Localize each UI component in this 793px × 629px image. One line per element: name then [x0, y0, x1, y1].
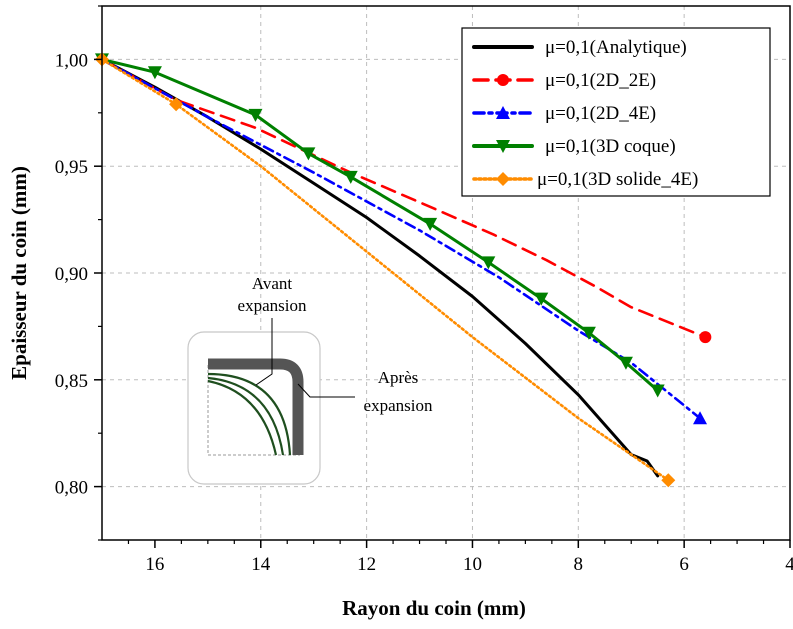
data-point [534, 292, 549, 306]
inset-profile-before [208, 358, 304, 455]
x-axis-title: Rayon du coin (mm) [342, 596, 526, 620]
x-tick-label: 10 [463, 554, 482, 575]
data-point [661, 473, 676, 488]
x-tick-label: 16 [145, 554, 164, 575]
data-point [147, 66, 162, 80]
x-tick-label: 12 [357, 554, 376, 575]
x-tick-label: 6 [679, 554, 689, 575]
legend-label: μ=0,1(Analytique) [545, 37, 687, 58]
inset-diagram: Avant expansion Après expansion [187, 274, 433, 485]
data-point [481, 256, 496, 270]
x-tick-label: 8 [574, 554, 584, 575]
data-point [693, 411, 708, 425]
data-point [423, 217, 438, 231]
data-point [301, 147, 316, 161]
y-tick-label: 0,95 [55, 157, 88, 178]
legend-item: μ=0,1(2D_2E) [472, 70, 656, 91]
inset-label-after-2: expansion [364, 396, 433, 415]
series-layer [95, 52, 712, 488]
y-tick-label: 0,85 [55, 371, 88, 392]
legend-item: μ=0,1(3D solide_4E) [472, 169, 698, 190]
x-tick-label: 4 [785, 554, 793, 575]
series-1 [100, 58, 712, 344]
inset-profile-after-3 [207, 379, 278, 456]
legend-marker [497, 74, 509, 86]
data-point [699, 331, 712, 344]
inset-arrow-after [297, 383, 355, 398]
y-tick-label: 1,00 [55, 50, 88, 71]
legend: μ=0,1(Analytique) μ=0,1(2D_2E) μ=0,1(2D_4E… [461, 27, 771, 197]
inset-profile-after-2 [207, 376, 285, 456]
legend-marker [496, 106, 510, 119]
legend-label: μ=0,1(2D_2E) [545, 70, 656, 91]
legend-label: μ=0,1(3D solide_4E) [537, 169, 698, 190]
inset-label-before-2: expansion [238, 296, 307, 315]
legend-label: μ=0,1(2D_4E) [545, 103, 656, 124]
legend-label: μ=0,1(3D coque) [545, 136, 676, 157]
data-point [343, 170, 358, 184]
series-line [100, 58, 707, 339]
legend-item: μ=0,1(2D_4E) [472, 103, 656, 124]
legend-marker [496, 140, 510, 153]
inset-label-after-1: Après [378, 368, 419, 387]
legend-item: μ=0,1(Analytique) [472, 37, 687, 58]
series-line [100, 58, 702, 420]
x-tick-label: 14 [251, 554, 271, 575]
y-tick-label: 0,80 [55, 478, 88, 499]
inset-profile-after-1 [207, 372, 292, 456]
legend-marker [496, 172, 510, 186]
y-axis-title: Epaisseur du coin (mm) [7, 166, 31, 380]
data-point [169, 97, 184, 112]
legend-item: μ=0,1(3D coque) [472, 136, 676, 157]
y-tick-label: 0,90 [55, 264, 88, 285]
inset-arrow-before [255, 318, 273, 386]
series-2 [100, 58, 708, 425]
series-line [100, 58, 670, 482]
data-point [618, 356, 633, 370]
data-point [248, 108, 263, 122]
data-point [581, 326, 596, 340]
inset-label-before-1: Avant [252, 274, 293, 293]
axes: 16 14 12 10 8 6 4 0,80 0,85 0,90 0,95 1,00 [55, 5, 793, 575]
data-point [650, 384, 665, 398]
